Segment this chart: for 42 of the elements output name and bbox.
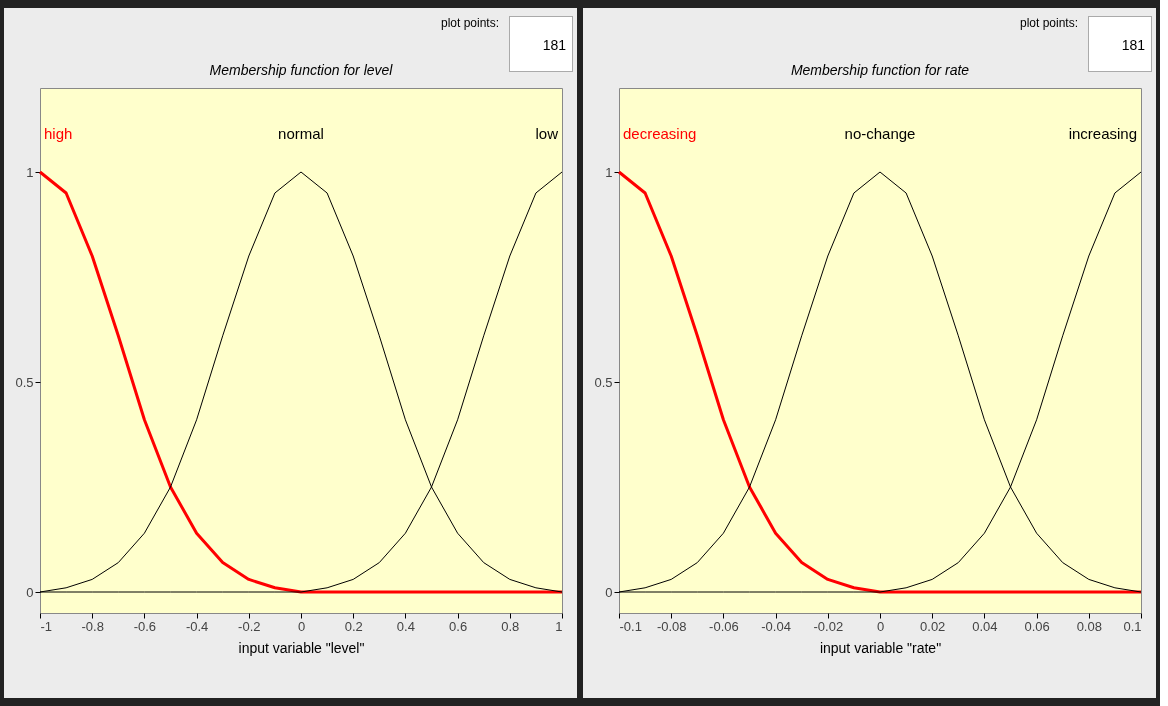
x-tick-label: 0.1 xyxy=(1123,618,1142,634)
x-tick-label: 0.04 xyxy=(972,618,998,634)
x-tick-label: -1 xyxy=(40,618,53,634)
y-tick-label: 0 xyxy=(26,584,34,600)
text: high xyxy=(44,125,73,142)
text: plot points: xyxy=(1019,16,1078,30)
x-tick-label: 0.08 xyxy=(1076,618,1102,634)
x-tick-label: -0.2 xyxy=(238,618,261,634)
x-tick-label: -0.08 xyxy=(656,618,687,634)
x-tick-label: 1 xyxy=(555,618,563,634)
x-tick-label: -0.06 xyxy=(709,618,739,634)
x-tick-label: -0.8 xyxy=(81,618,104,634)
y-tick-label: 0.5 xyxy=(15,374,34,390)
x-tick-label: -0.04 xyxy=(761,618,791,634)
y-tick-label: 0.5 xyxy=(594,374,613,390)
text: decreasing xyxy=(623,125,697,142)
text: normal xyxy=(278,125,324,142)
x-tick-label: -0.6 xyxy=(133,618,157,634)
text: 181 xyxy=(509,16,573,72)
y-tick-label: 0 xyxy=(605,584,613,600)
x-tick-label: 0 xyxy=(876,618,885,634)
chart-title: Membership function for level xyxy=(209,62,394,78)
text: 181 xyxy=(1088,16,1152,72)
y-tick-label: 1 xyxy=(605,164,613,180)
x-tick-label: 0.06 xyxy=(1024,618,1050,634)
x-axis-title: input variable "level" xyxy=(238,639,365,656)
x-tick-label: 0.2 xyxy=(344,618,363,634)
text: plot points: xyxy=(440,16,499,30)
x-tick-label: 0.8 xyxy=(501,618,520,634)
x-tick-label: 0.4 xyxy=(396,618,415,634)
x-tick-label: 0.02 xyxy=(920,618,946,634)
text: increasing xyxy=(1068,125,1137,142)
x-tick-label: -0.02 xyxy=(813,618,844,634)
text: no-change xyxy=(844,125,916,142)
x-tick-label: 0 xyxy=(297,618,306,634)
y-tick-label: 1 xyxy=(26,164,34,180)
x-tick-label: -0.4 xyxy=(185,618,209,634)
text: low xyxy=(535,125,559,142)
x-tick-label: -0.1 xyxy=(619,618,642,634)
x-axis-title: input variable "rate" xyxy=(819,639,942,656)
chart-title: Membership function for rate xyxy=(790,62,970,78)
x-tick-label: 0.6 xyxy=(449,618,468,634)
